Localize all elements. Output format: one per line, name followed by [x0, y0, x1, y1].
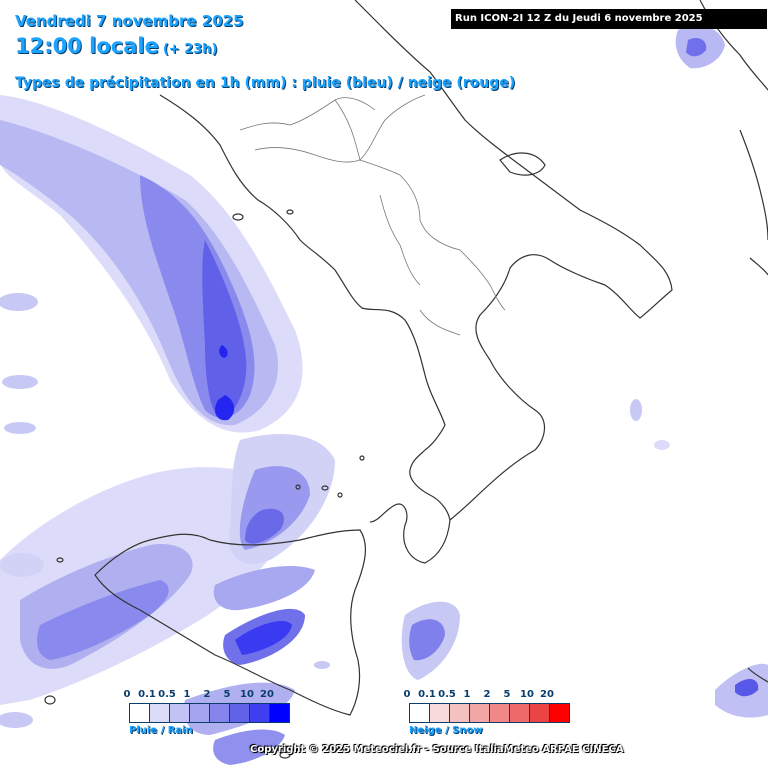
precipitation-areas — [0, 25, 768, 765]
rain-legend-label: Pluie / Rain — [129, 725, 193, 736]
rain-legend-scale-box — [170, 704, 190, 722]
snow-legend-tick-label: 10 — [520, 689, 534, 700]
rain-legend-tick-label: 0.1 — [138, 689, 156, 700]
rain-area-south-band-2-core — [235, 620, 292, 655]
border-campania-basilicata — [379, 194, 421, 286]
snow-legend-tick-label: 20 — [540, 689, 554, 700]
rain-legend-scale-box — [150, 704, 170, 722]
rain-legend-scale-box — [130, 704, 150, 722]
rain-area-tyrrhenian-max — [215, 395, 235, 421]
coastline-adriatic — [354, 0, 431, 73]
snow-legend-tick-label: 5 — [503, 689, 511, 700]
rain-cell-west-4 — [0, 553, 44, 577]
rain-area-south-band-1 — [213, 565, 315, 611]
island-aeolian-1 — [321, 485, 329, 491]
rain-legend-scale-box — [270, 704, 289, 722]
rain-legend-scale-box — [250, 704, 270, 722]
island-malta — [279, 751, 291, 759]
border-basilicata-calabria — [419, 309, 461, 336]
copyright-notice: Copyright © 2025 Meteociel.fr - Source I… — [250, 744, 624, 755]
rain-cell-west-2 — [2, 375, 38, 389]
rain-area-ne-corner-core — [686, 38, 707, 57]
border-basilicata-puglia — [459, 249, 506, 311]
coastline-greece-2 — [747, 667, 768, 683]
rain-legend-tick-label: 5 — [223, 689, 231, 700]
rain-legend-tick-label: 0.5 — [158, 689, 176, 700]
snow-legend-label: Neige / Snow — [409, 725, 483, 736]
border-campania-molise — [334, 99, 401, 176]
coastline-sicily — [94, 529, 366, 716]
rain-cell-south-1 — [314, 661, 330, 669]
rain-area-se-corner-core — [735, 678, 759, 697]
rain-legend-ticks: 0 0.1 0.5 1 2 5 10 20 — [124, 689, 290, 703]
rain-area-ionian-mid — [409, 619, 445, 661]
border-lazio-campania — [254, 147, 361, 163]
rain-legend-scale — [129, 703, 290, 723]
island-ischia — [232, 213, 244, 221]
island-capri — [286, 209, 294, 215]
border-lazio-abruzzo — [239, 97, 376, 131]
snow-legend-scale-box — [430, 704, 450, 722]
forecast-offset: (+ 23h) — [162, 42, 218, 57]
snow-legend-scale — [409, 703, 570, 723]
rain-area-south-band-4 — [213, 729, 285, 765]
rain-cell-west-3 — [4, 422, 36, 434]
snow-legend-scale-box — [490, 704, 510, 722]
coastline-gargano — [499, 152, 546, 176]
coastlines — [44, 0, 768, 759]
rain-cell-west-5 — [0, 712, 33, 728]
rain-legend-scale-box — [210, 704, 230, 722]
snow-legend-tick-label: 0.1 — [418, 689, 436, 700]
snow-legend-scale-box — [550, 704, 569, 722]
snow-legend-scale-box — [450, 704, 470, 722]
snow-legend: 0 0.1 0.5 1 2 5 10 20 Neige / Snow — [404, 689, 570, 736]
snow-legend-ticks: 0 0.1 0.5 1 2 5 10 20 — [404, 689, 570, 703]
forecast-time-value: 12:00 locale — [15, 34, 159, 58]
island-aeolian-2 — [337, 492, 343, 498]
coastline-greece — [749, 257, 768, 276]
rain-area-tyrrhenian-cell — [219, 345, 228, 358]
rain-cell-east-1 — [630, 399, 642, 421]
coastline-ionian — [429, 71, 673, 521]
coastline-tyrrhenian — [159, 94, 451, 521]
snow-legend-tick-label: 2 — [483, 689, 491, 700]
snow-legend-tick-label: 0 — [403, 689, 411, 700]
rain-legend-tick-label: 20 — [260, 689, 274, 700]
island-egadi — [56, 557, 64, 563]
island-ustica — [295, 484, 301, 490]
rain-cell-east-2 — [654, 440, 670, 450]
border-abruzzo-molise — [359, 94, 426, 161]
rain-legend-scale-box — [190, 704, 210, 722]
regional-borders — [239, 94, 506, 336]
rain-legend-tick-label: 10 — [240, 689, 254, 700]
snow-legend-scale-box — [530, 704, 550, 722]
run-info-banner: Run ICON-2I 12 Z du Jeudi 6 novembre 202… — [451, 9, 767, 29]
snow-legend-scale-box — [510, 704, 530, 722]
precipitation-type-title: Types de précipitation en 1h (mm) : plui… — [15, 75, 516, 91]
snow-legend-tick-label: 1 — [463, 689, 471, 700]
rain-area-strait-heavy — [245, 508, 284, 544]
coastline-calabria — [369, 503, 451, 564]
rain-legend-tick-label: 2 — [203, 689, 211, 700]
rain-legend-scale-box — [230, 704, 250, 722]
rain-legend-tick-label: 1 — [183, 689, 191, 700]
snow-legend-tick-label: 0.5 — [438, 689, 456, 700]
rain-legend-tick-label: 0 — [123, 689, 131, 700]
rain-area-tyrrhenian-core — [202, 240, 247, 420]
border-campania-puglia — [399, 174, 461, 251]
island-pantelleria — [44, 695, 56, 705]
rain-area-sicily-heavy — [37, 580, 169, 660]
snow-legend-scale-box — [470, 704, 490, 722]
snow-legend-scale-box — [410, 704, 430, 722]
rain-legend: 0 0.1 0.5 1 2 5 10 20 Pluie / Rain — [124, 689, 290, 736]
forecast-time: 12:00 locale (+ 23h) — [15, 34, 218, 58]
forecast-date: Vendredi 7 novembre 2025 — [15, 12, 244, 30]
coastline-balkans-2 — [739, 129, 768, 241]
rain-cell-west-1 — [0, 293, 38, 311]
island-aeolian-3 — [359, 455, 365, 461]
